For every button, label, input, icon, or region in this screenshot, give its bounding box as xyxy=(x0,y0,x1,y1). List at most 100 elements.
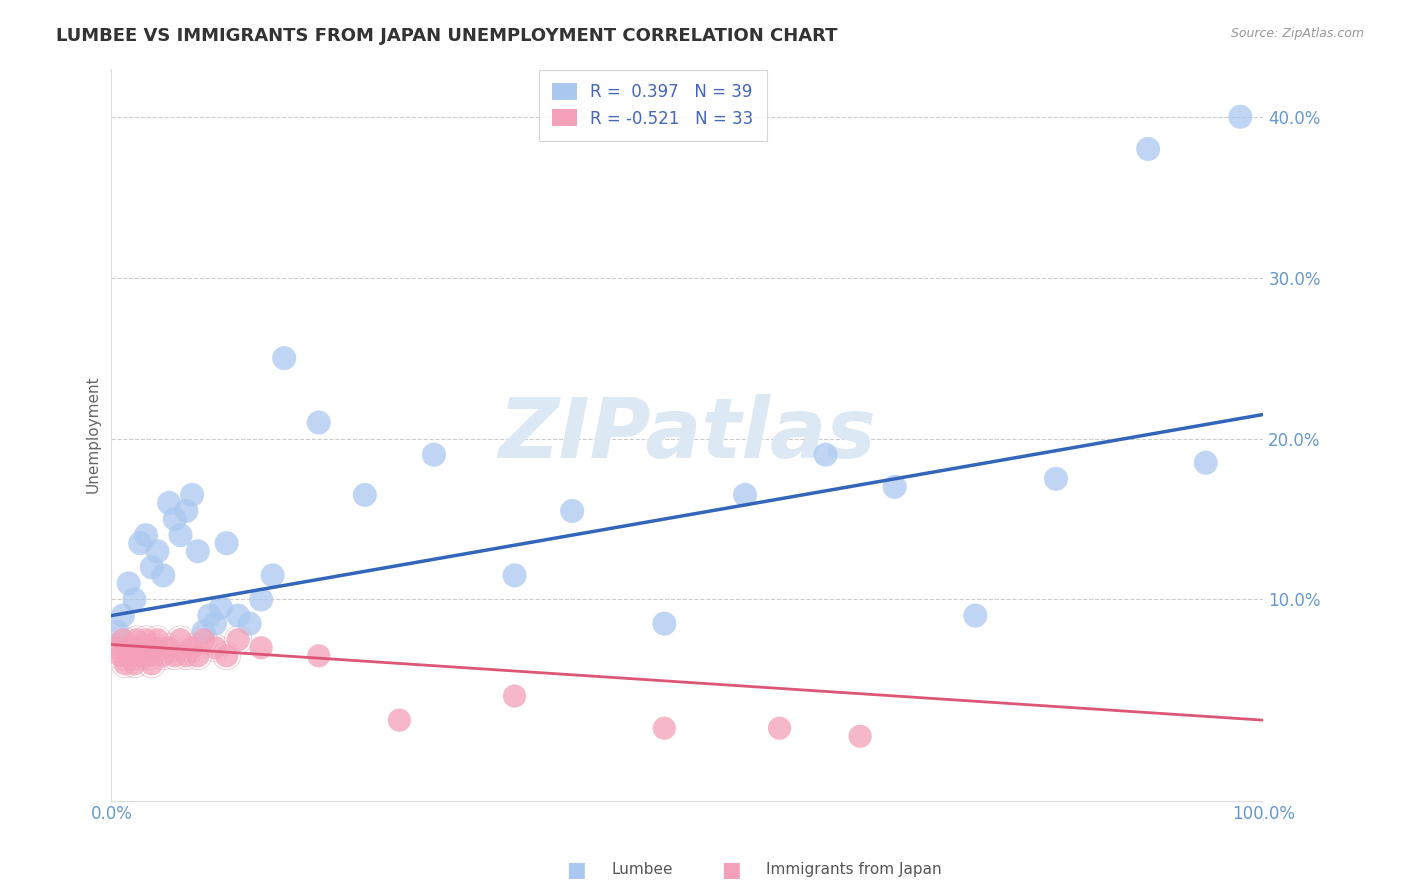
Point xyxy=(768,721,790,735)
Point xyxy=(814,448,837,462)
Text: Lumbee: Lumbee xyxy=(612,863,673,877)
Point xyxy=(129,536,152,550)
Point xyxy=(503,568,526,582)
Point xyxy=(121,648,143,663)
Point xyxy=(215,648,238,663)
Text: ■: ■ xyxy=(567,860,586,880)
Point xyxy=(308,648,330,663)
Point xyxy=(226,632,249,647)
Point xyxy=(187,544,209,558)
Point xyxy=(105,640,128,655)
Point xyxy=(141,657,163,671)
Point xyxy=(105,640,128,655)
Point xyxy=(138,648,160,663)
Point xyxy=(308,416,330,430)
Point xyxy=(157,640,180,655)
Point xyxy=(143,640,166,655)
Point xyxy=(193,624,215,639)
Point xyxy=(226,608,249,623)
Point xyxy=(204,640,226,655)
Point xyxy=(118,640,141,655)
Point xyxy=(157,496,180,510)
Point xyxy=(163,512,186,526)
Legend: R =  0.397   N = 39, R = -0.521   N = 33: R = 0.397 N = 39, R = -0.521 N = 33 xyxy=(538,70,766,141)
Point xyxy=(273,351,295,366)
Point xyxy=(146,632,169,647)
Point xyxy=(111,632,134,647)
Text: Immigrants from Japan: Immigrants from Japan xyxy=(766,863,942,877)
Point xyxy=(1137,142,1160,156)
Point xyxy=(152,648,174,663)
Point xyxy=(654,721,676,735)
Point xyxy=(209,600,232,615)
Point xyxy=(110,648,132,663)
Point xyxy=(135,632,157,647)
Y-axis label: Unemployment: Unemployment xyxy=(86,376,100,493)
Point xyxy=(226,632,249,647)
Point xyxy=(181,640,204,655)
Point xyxy=(152,568,174,582)
Point xyxy=(125,632,148,647)
Point xyxy=(146,632,169,647)
Point xyxy=(1195,456,1218,470)
Point xyxy=(111,608,134,623)
Point xyxy=(141,657,163,671)
Point xyxy=(181,488,204,502)
Text: LUMBEE VS IMMIGRANTS FROM JAPAN UNEMPLOYMENT CORRELATION CHART: LUMBEE VS IMMIGRANTS FROM JAPAN UNEMPLOY… xyxy=(56,27,838,45)
Point xyxy=(163,648,186,663)
Point xyxy=(152,648,174,663)
Point xyxy=(132,640,155,655)
Point xyxy=(157,640,180,655)
Point xyxy=(1045,472,1067,486)
Point xyxy=(503,689,526,703)
Point xyxy=(135,632,157,647)
Point xyxy=(204,616,226,631)
Point xyxy=(849,729,872,743)
Point xyxy=(262,568,284,582)
Point xyxy=(174,648,197,663)
Point xyxy=(135,528,157,542)
Point xyxy=(125,632,148,647)
Point xyxy=(215,536,238,550)
Point xyxy=(124,657,146,671)
Point xyxy=(388,713,411,727)
Point xyxy=(734,488,756,502)
Point xyxy=(114,657,136,671)
Point xyxy=(129,648,152,663)
Point xyxy=(174,504,197,518)
Point xyxy=(250,640,273,655)
Point xyxy=(146,544,169,558)
Point xyxy=(193,632,215,647)
Point xyxy=(132,640,155,655)
Point xyxy=(198,608,221,623)
Point xyxy=(138,648,160,663)
Point xyxy=(187,648,209,663)
Point xyxy=(121,648,143,663)
Point xyxy=(169,528,191,542)
Point xyxy=(118,576,141,591)
Point xyxy=(654,616,676,631)
Point xyxy=(163,648,186,663)
Point xyxy=(143,640,166,655)
Point xyxy=(118,640,141,655)
Point xyxy=(124,657,146,671)
Point xyxy=(124,592,146,607)
Point xyxy=(111,632,134,647)
Point xyxy=(114,657,136,671)
Point xyxy=(215,648,238,663)
Point xyxy=(1229,110,1251,124)
Point xyxy=(250,592,273,607)
Point xyxy=(965,608,987,623)
Text: Source: ZipAtlas.com: Source: ZipAtlas.com xyxy=(1230,27,1364,40)
Point xyxy=(169,632,191,647)
Point xyxy=(561,504,583,518)
Point xyxy=(193,632,215,647)
Point xyxy=(110,648,132,663)
Point xyxy=(105,624,128,639)
Point xyxy=(204,640,226,655)
Point xyxy=(423,448,446,462)
Point xyxy=(141,560,163,574)
Point xyxy=(187,648,209,663)
Text: ZIPatlas: ZIPatlas xyxy=(499,394,876,475)
Point xyxy=(883,480,905,494)
